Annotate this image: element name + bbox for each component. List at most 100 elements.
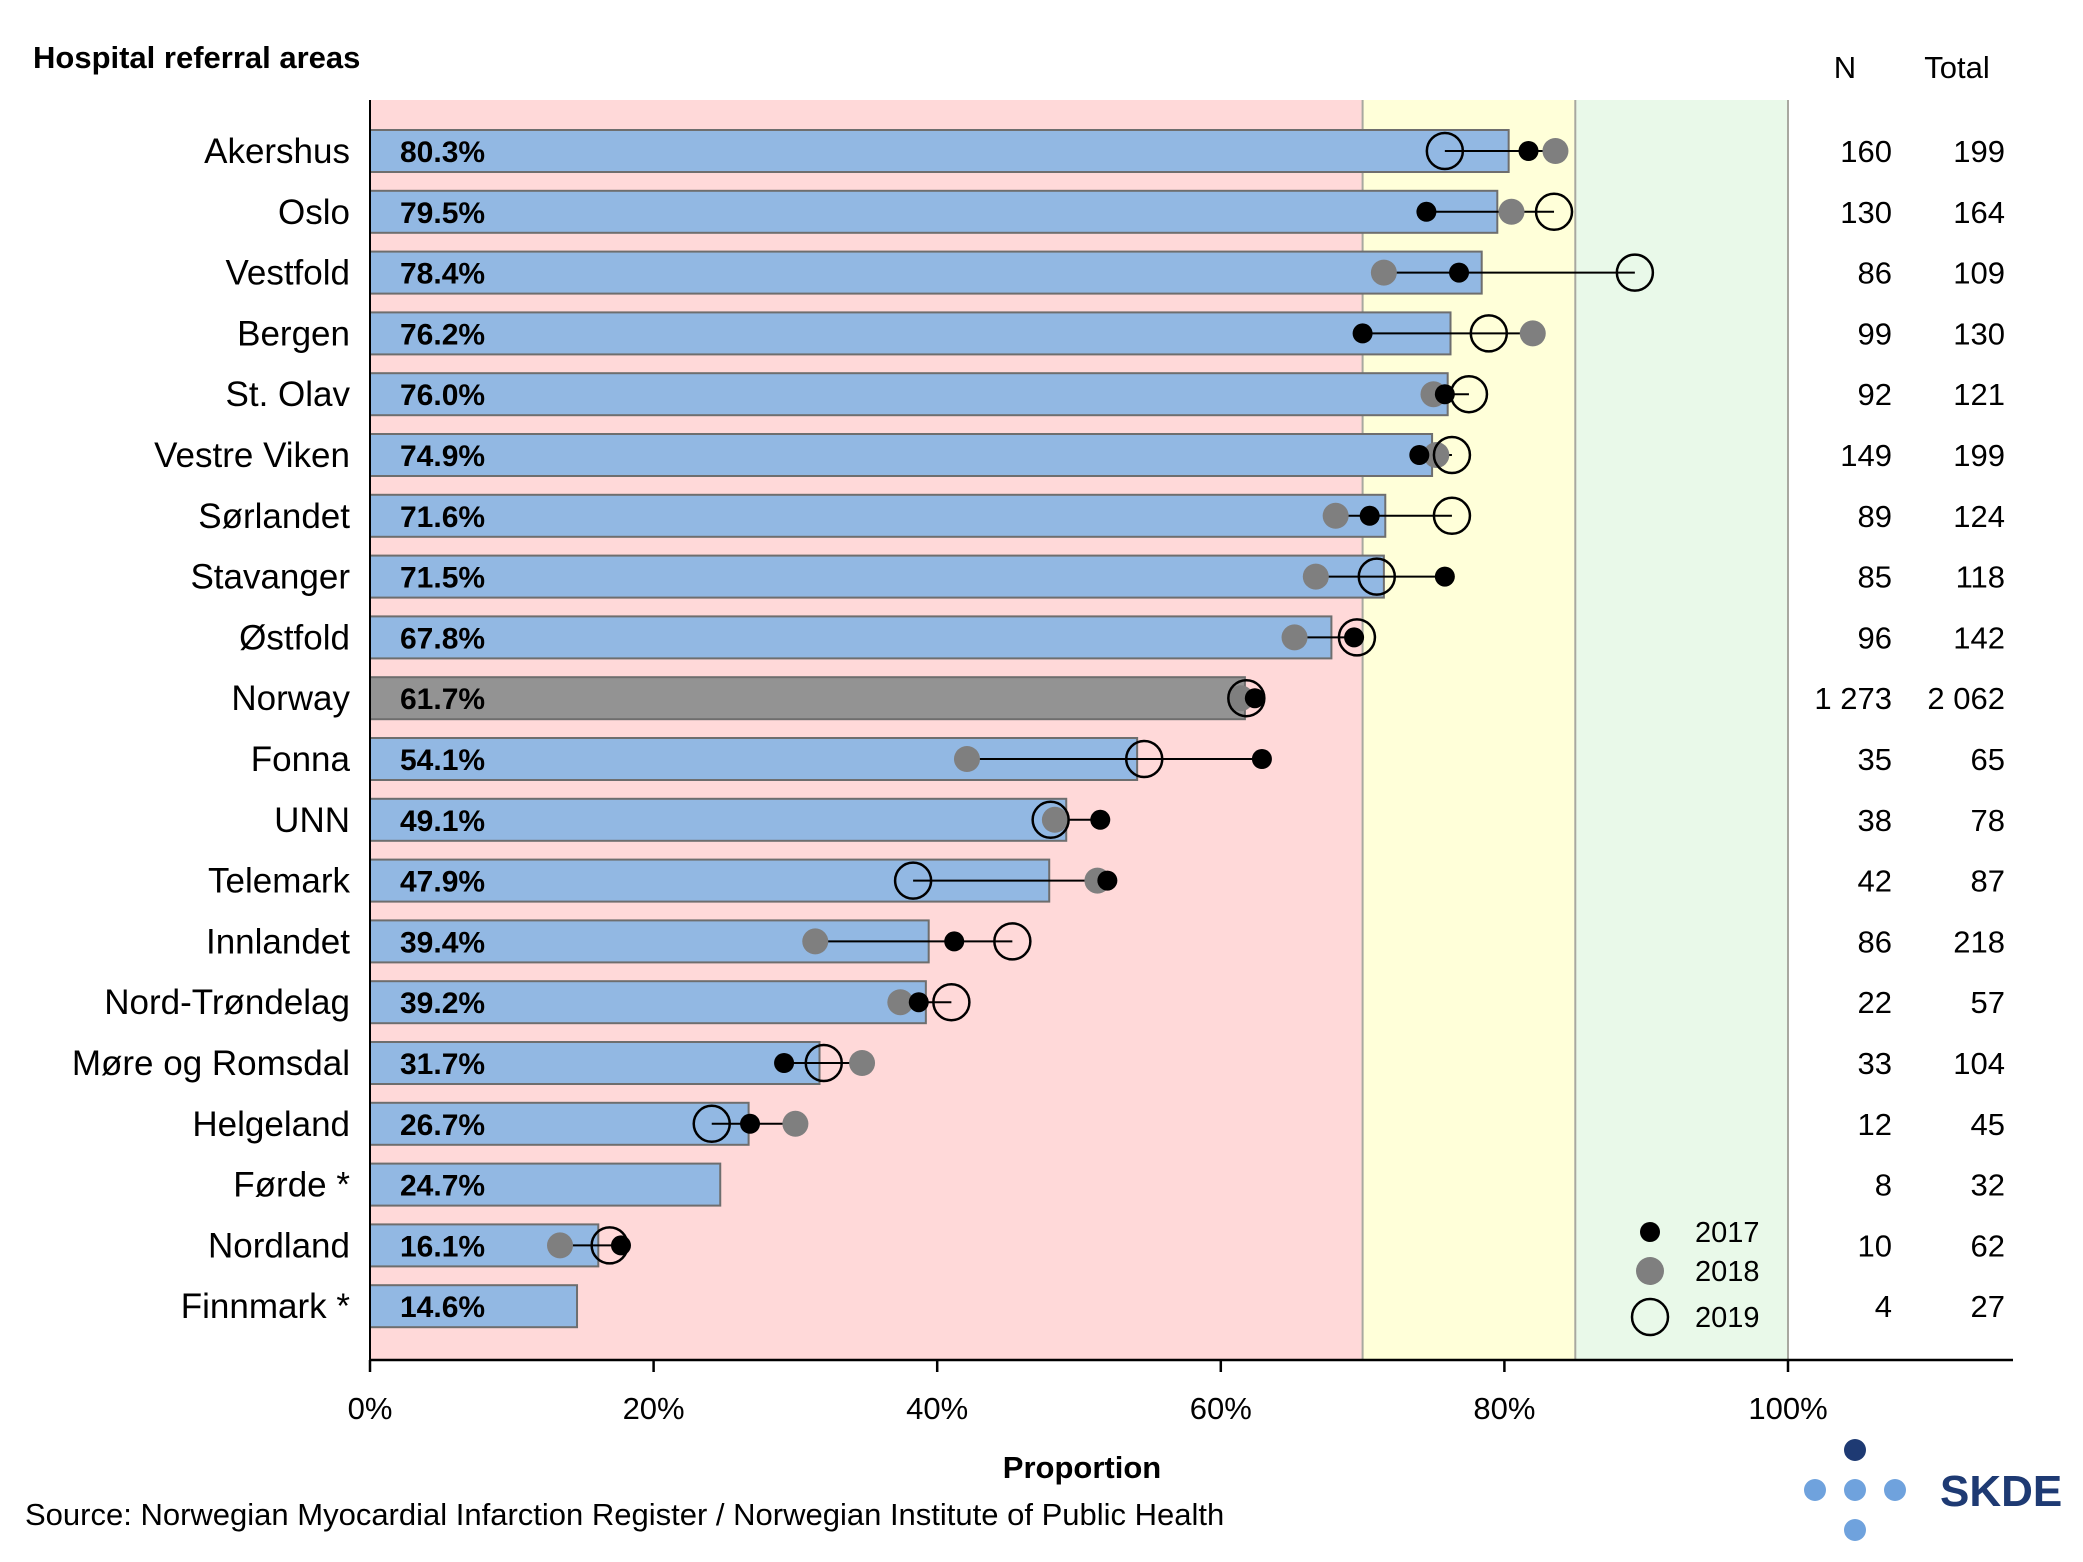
marker-2018-bergen [1519,320,1546,347]
total-value-f-rde: 32 [1971,1168,2005,1203]
total-value-vestre-viken: 199 [1953,438,2005,473]
legend-marker-2019 [1630,1297,1670,1337]
n-value-akershus: 160 [1840,134,1892,169]
n-value-innlandet: 86 [1858,924,1892,959]
logo-text: SKDE [1940,1467,2062,1516]
bar-oslo [369,189,1499,234]
category-label-f-rde: Førde * [233,1166,350,1205]
data-label-akershus: 80.3% [400,136,485,169]
total-value-nord-tr-ndelag: 57 [1971,985,2005,1020]
marker-2017-s-rlandet [1359,505,1380,526]
data-label-m-re-og-romsdal: 31.7% [400,1048,485,1081]
logo-dot-right [1884,1479,1906,1501]
data-label-finnmark: 14.6% [400,1291,485,1324]
bar-st-olav [369,372,1449,417]
bar-vestfold [369,250,1483,295]
category-label-vestfold: Vestfold [225,254,350,293]
data-label-helgeland: 26.7% [400,1109,485,1142]
logo-dot-center [1844,1479,1866,1501]
data-label-vestre-viken: 74.9% [400,440,485,473]
marker-2019-stavanger [1357,557,1397,596]
x-tick-label-5: 100% [1748,1391,1827,1426]
x-tick-label-0: 0% [348,1391,393,1426]
legend-label-2019: 2019 [1695,1302,1760,1334]
logo-dot-top [1844,1439,1866,1461]
category-label-stavanger: Stavanger [190,558,350,597]
marker-2019-telemark [893,861,933,900]
legend-marker-2018 [1636,1257,1664,1285]
category-label-nord-tr-ndelag: Nord-Trøndelag [104,983,350,1022]
target-zones [370,100,1789,1360]
total-column-header: Total [1924,50,1989,85]
total-value-m-re-og-romsdal: 104 [1953,1046,2005,1081]
data-label-f-rde: 24.7% [400,1170,485,1203]
marker-2017-fonna [1251,749,1272,769]
marker-2019-stfold [1337,618,1377,657]
zone-high [1575,100,1788,1360]
chart-title: Hospital referral areas [33,40,360,75]
marker-2017-innlandet [944,931,965,952]
legend-marker-2017 [1640,1222,1660,1242]
marker-2019-vestre-viken [1432,435,1472,475]
n-value-bergen: 99 [1858,316,1892,351]
data-label-nordland: 16.1% [400,1230,485,1263]
data-label-nord-tr-ndelag: 39.2% [400,987,485,1020]
n-value-oslo: 130 [1840,195,1892,230]
marker-2019-innlandet [993,922,1032,961]
category-label-akershus: Akershus [204,132,350,171]
marker-2017-stfold [1344,627,1365,648]
n-value-vestre-viken: 149 [1840,438,1892,473]
category-label-oslo: Oslo [278,193,350,232]
marker-2019-fonna [1124,739,1164,779]
marker-2018-helgeland [782,1110,809,1137]
bar-s-rlandet [369,493,1387,538]
total-value-unn: 78 [1971,803,2005,838]
n-value-m-re-og-romsdal: 33 [1858,1046,1892,1081]
marker-2018-stfold [1281,624,1308,651]
category-label-helgeland: Helgeland [192,1105,350,1144]
n-value-stfold: 96 [1858,620,1892,655]
logo-dot-left [1804,1479,1826,1501]
category-label-bergen: Bergen [237,314,350,353]
legend-label-2017: 2017 [1695,1217,1760,1249]
marker-2018-innlandet [802,928,829,955]
category-label-norway: Norway [231,679,350,718]
zone-moderate [1362,100,1576,1360]
n-value-st-olav: 92 [1858,377,1892,412]
marker-2018-fonna [953,746,980,772]
n-value-nord-tr-ndelag: 22 [1858,985,1892,1020]
bar-m-re-og-romsdal [369,1041,821,1085]
marker-2019-oslo [1534,192,1574,232]
n-value-vestfold: 86 [1858,256,1892,291]
marker-2018-nordland [547,1232,574,1259]
marker-2018-oslo [1498,198,1525,225]
category-label-m-re-og-romsdal: Møre og Romsdal [72,1044,350,1083]
total-value-s-rlandet: 124 [1953,499,2005,534]
marker-2019-vestfold [1615,253,1655,292]
marker-2018-m-re-og-romsdal [849,1050,876,1076]
category-label-telemark: Telemark [208,862,350,901]
bars [369,129,1510,1329]
total-value-finnmark: 27 [1971,1289,2005,1324]
bar-bergen [369,311,1452,356]
category-label-vestre-viken: Vestre Viken [154,436,350,475]
marker-2017-m-re-og-romsdal [774,1053,795,1073]
marker-2019-m-re-og-romsdal [804,1043,844,1083]
n-value-norway: 1 273 [1814,681,1892,716]
marker-2017-st-olav [1434,384,1455,405]
category-label-s-rlandet: Sørlandet [198,497,350,536]
category-label-fonna: Fonna [251,740,351,779]
total-value-norway: 2 062 [1927,681,2005,716]
marker-2018-nord-tr-ndelag [887,989,914,1016]
marker-2019-akershus [1425,131,1465,171]
marker-2018-akershus [1542,138,1569,164]
marker-2019-st-olav [1449,374,1489,414]
marker-2017-vestfold [1449,262,1470,283]
bar-vestre-viken [369,433,1434,477]
x-tick-label-3: 60% [1190,1391,1252,1426]
legend-label-2018: 2018 [1695,1256,1760,1288]
data-label-innlandet: 39.4% [400,926,485,959]
bar-finnmark [369,1284,579,1329]
marker-2019-unn [1031,800,1070,840]
total-value-bergen: 130 [1953,316,2005,351]
